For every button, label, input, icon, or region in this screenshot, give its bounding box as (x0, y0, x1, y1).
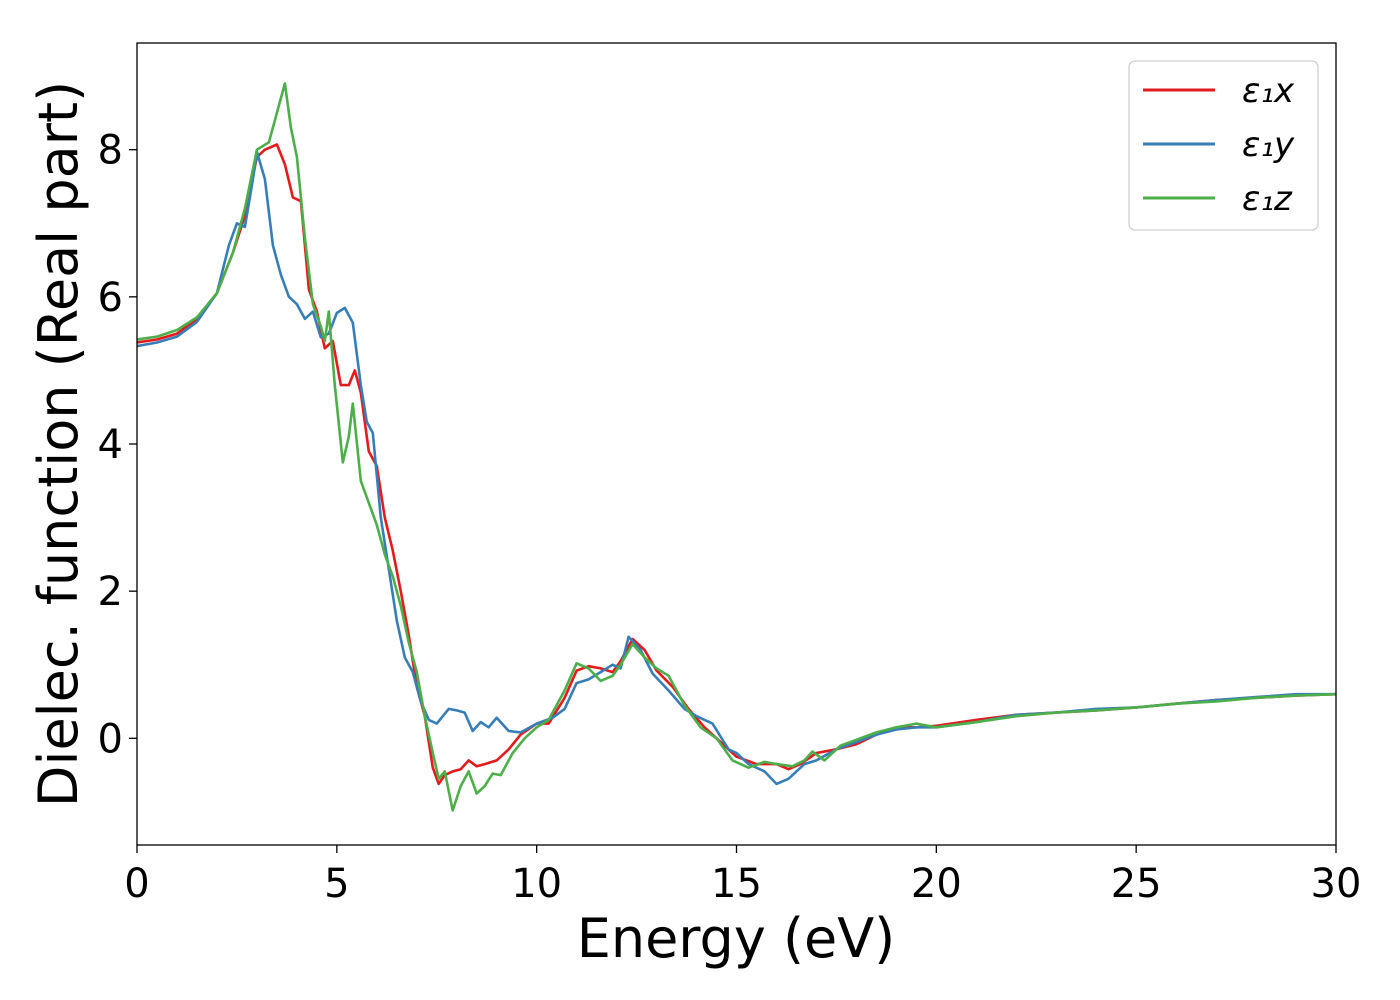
x-tick-label: 25 (1111, 861, 1162, 907)
series-line-2 (137, 150, 1336, 786)
legend-label-3: ε₁z (1242, 179, 1293, 219)
y-tick-label: 0 (98, 716, 123, 762)
series-line-3 (137, 82, 1336, 812)
x-tick-label: 15 (711, 861, 762, 907)
x-axis: 0 5 10 15 20 25 30 (124, 845, 1361, 907)
legend-box (1128, 60, 1319, 231)
series-layer (137, 82, 1336, 812)
legend-label-1: ε₁x (1242, 71, 1295, 111)
y-tick-label: 6 (98, 275, 123, 321)
legend: ε₁x ε₁y ε₁z (1128, 60, 1319, 231)
y-tick-label: 4 (98, 422, 123, 468)
y-axis: 0 2 4 6 8 (98, 128, 137, 762)
y-tick-label: 8 (98, 128, 123, 174)
x-tick-label: 0 (124, 861, 149, 907)
x-tick-label: 5 (324, 861, 349, 907)
x-axis-label: Energy (eV) (577, 907, 896, 970)
y-axis-label: Dielec. function (Real part) (27, 81, 90, 807)
y-tick-label: 2 (98, 569, 123, 615)
x-tick-label: 20 (911, 861, 962, 907)
x-tick-label: 30 (1311, 861, 1362, 907)
legend-label-2: ε₁y (1242, 125, 1295, 165)
x-tick-label: 10 (511, 861, 562, 907)
